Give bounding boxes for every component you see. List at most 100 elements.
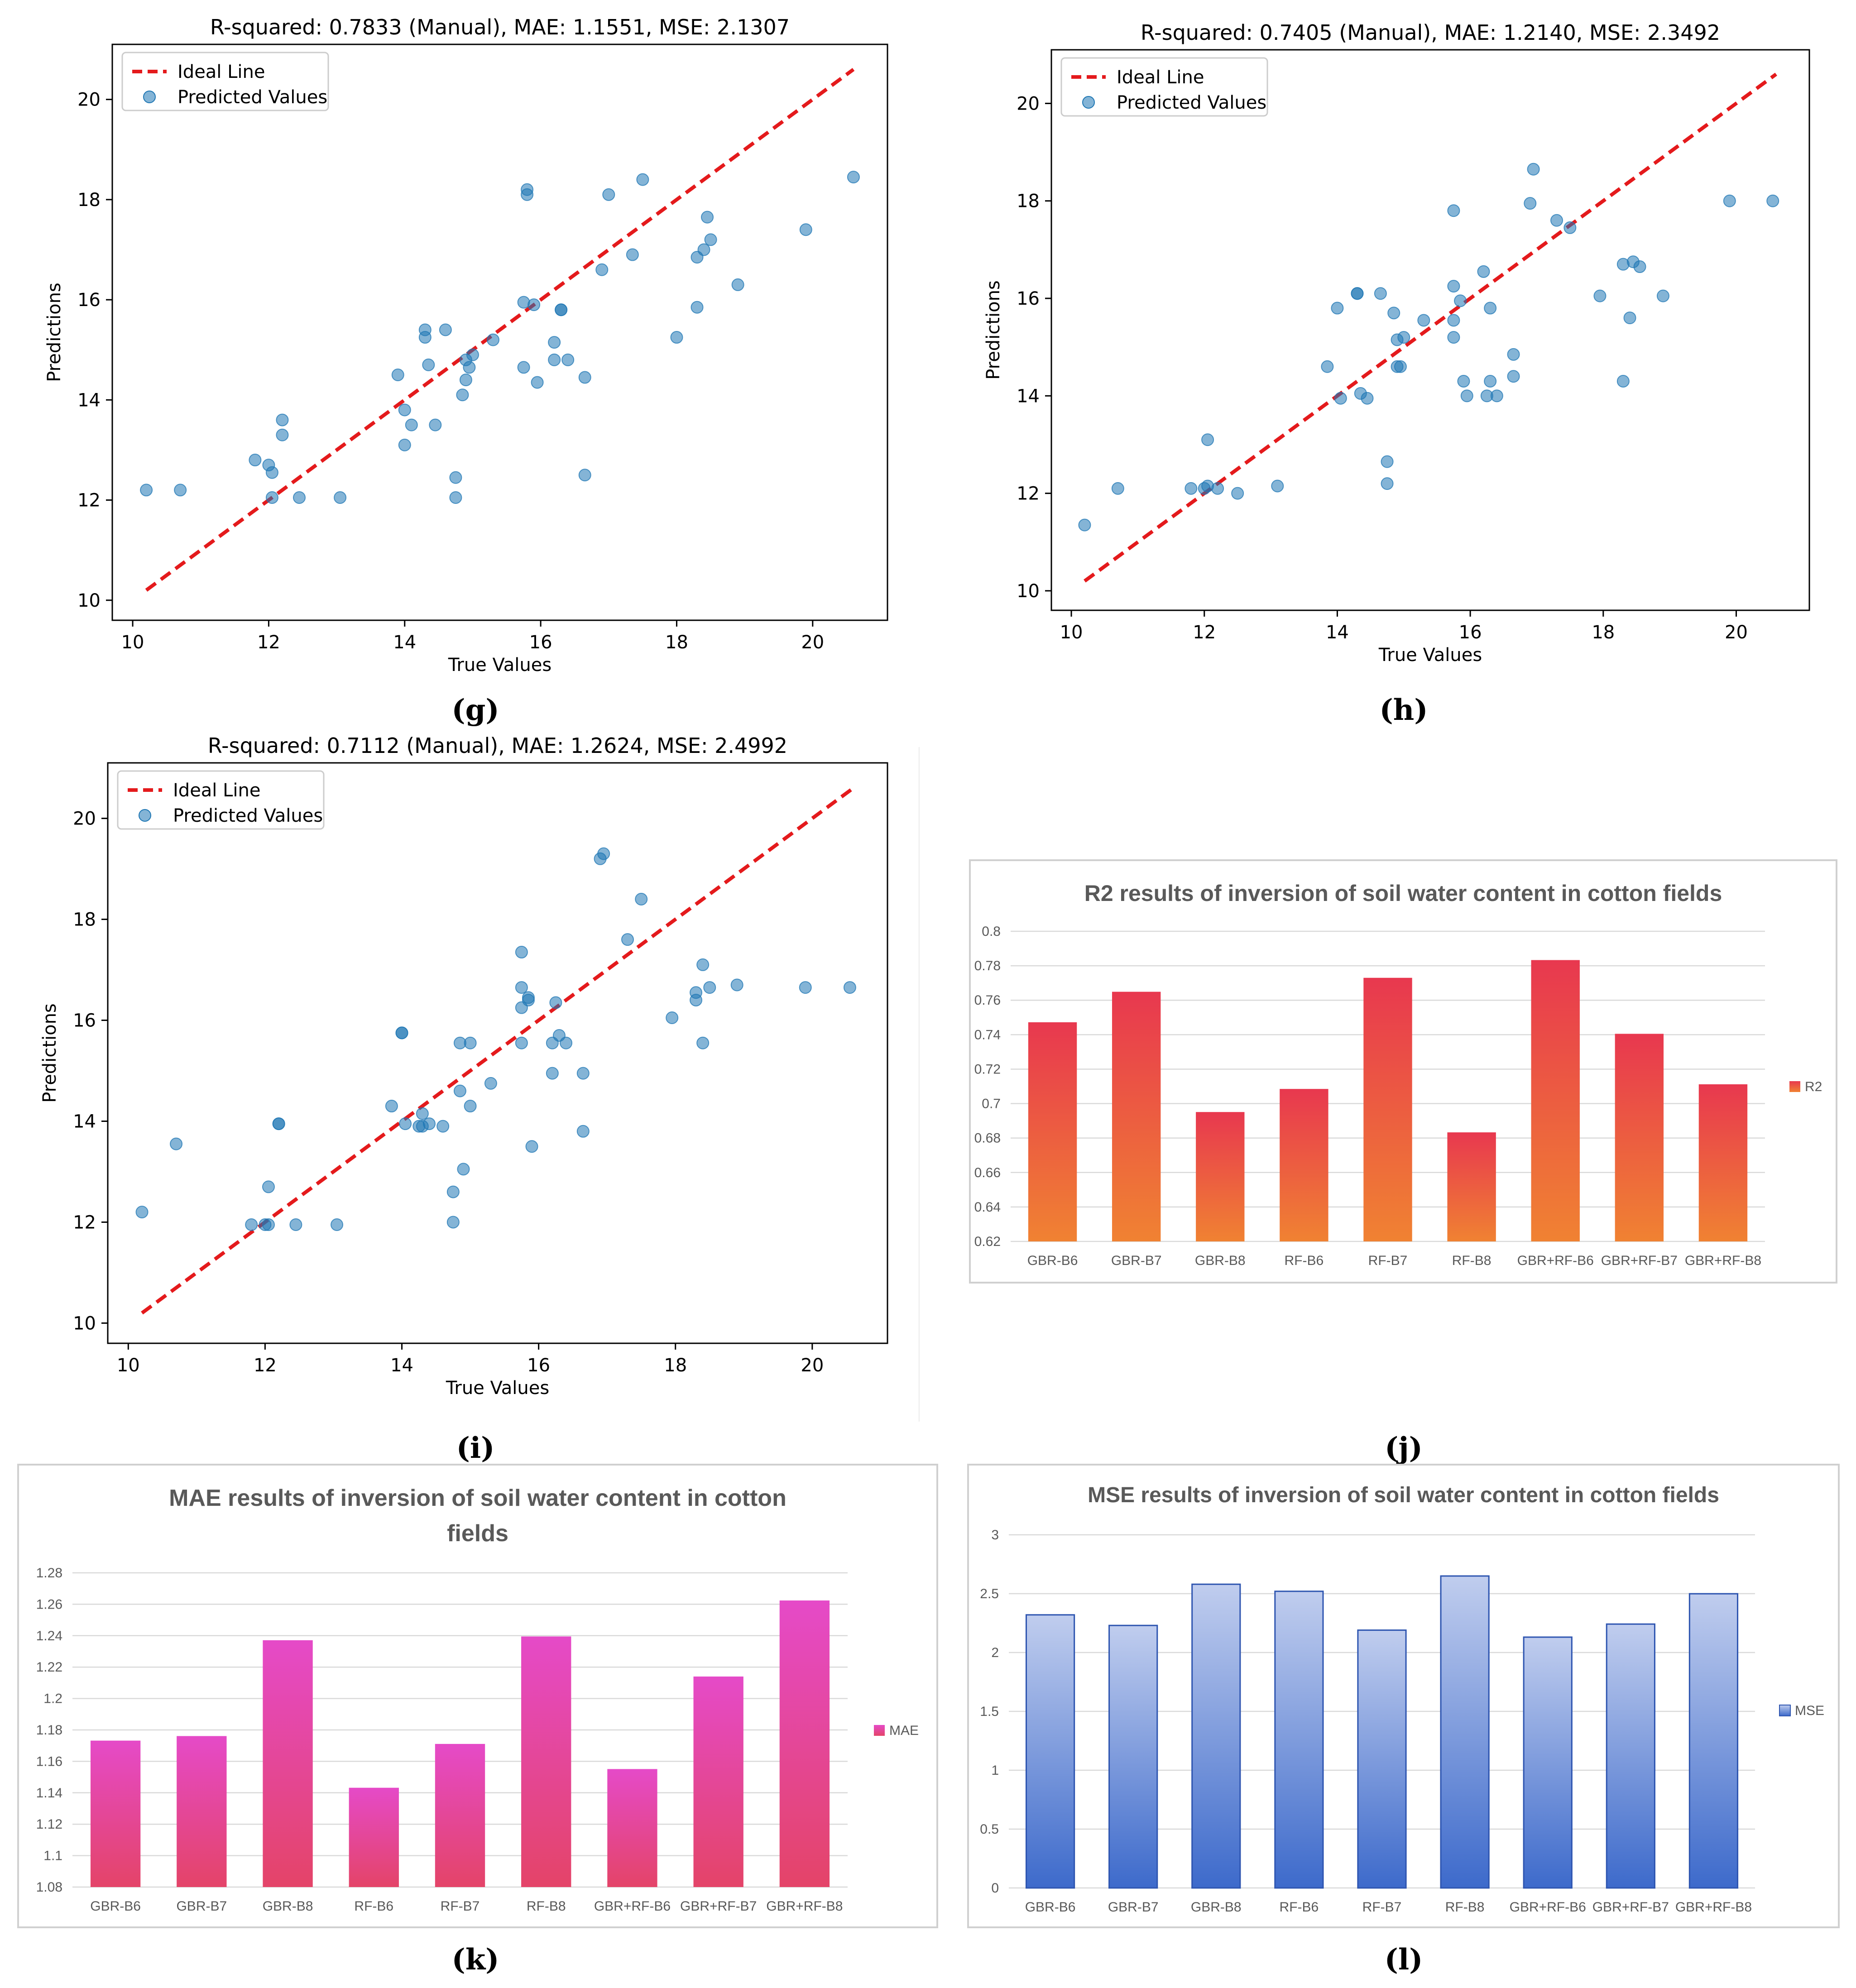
data-point bbox=[1374, 287, 1387, 300]
legend-predicted-label: Predicted Values bbox=[1117, 92, 1266, 113]
x-tick-label: 18 bbox=[665, 632, 688, 653]
x-category-label: GBR+RF-B6 bbox=[1517, 1253, 1594, 1268]
data-point bbox=[456, 388, 469, 402]
data-point bbox=[1490, 389, 1503, 402]
y-tick-label: 18 bbox=[1017, 191, 1040, 212]
bar-rf-b6 bbox=[1280, 1089, 1328, 1241]
data-point bbox=[1616, 375, 1630, 388]
y-tick-label: 0.5 bbox=[980, 1822, 999, 1837]
data-point bbox=[561, 353, 575, 366]
data-point bbox=[799, 981, 812, 994]
data-point bbox=[560, 1036, 573, 1049]
x-category-label: RF-B8 bbox=[1445, 1900, 1485, 1915]
y-tick-label: 2 bbox=[991, 1645, 999, 1660]
y-tick-label: 14 bbox=[73, 1111, 96, 1132]
data-point bbox=[1507, 348, 1520, 361]
x-tick-label: 14 bbox=[390, 1355, 413, 1376]
x-category-label: RF-B7 bbox=[441, 1899, 480, 1914]
data-point bbox=[704, 233, 717, 246]
y-tick-label: 1.1 bbox=[43, 1849, 62, 1863]
ideal-line bbox=[145, 68, 855, 592]
chart-title: MSE results of inversion of soil water c… bbox=[1088, 1483, 1719, 1507]
data-point bbox=[453, 1084, 466, 1097]
legend-ideal-line-label: Ideal Line bbox=[177, 62, 265, 82]
data-point bbox=[1447, 280, 1460, 293]
chart-title: R-squared: 0.7112 (Manual), MAE: 1.2624,… bbox=[208, 733, 787, 758]
y-tick-label: 1 bbox=[991, 1763, 999, 1778]
data-point bbox=[429, 418, 442, 431]
data-point bbox=[549, 996, 562, 1009]
y-tick-label: 1.5 bbox=[980, 1704, 999, 1719]
bar-chart-l: MSE results of inversion of soil water c… bbox=[967, 1464, 1840, 1977]
data-point bbox=[847, 171, 860, 184]
data-point bbox=[1331, 302, 1344, 315]
y-tick-label: 1.14 bbox=[36, 1786, 62, 1801]
data-point bbox=[731, 278, 744, 291]
data-point bbox=[521, 188, 534, 201]
data-point bbox=[515, 981, 528, 994]
data-point bbox=[1394, 360, 1407, 373]
x-category-label: GBR+RF-B7 bbox=[1592, 1900, 1669, 1915]
data-point bbox=[602, 188, 615, 201]
data-point bbox=[1623, 311, 1636, 325]
chart-title-line2: fields bbox=[447, 1520, 508, 1547]
bar-gbr-b7 bbox=[1108, 1624, 1158, 1889]
data-point bbox=[1447, 314, 1460, 327]
x-tick-label: 12 bbox=[257, 632, 280, 653]
data-point bbox=[1593, 289, 1607, 302]
x-category-label: GBR+RF-B8 bbox=[766, 1899, 843, 1914]
x-tick-label: 16 bbox=[1459, 622, 1482, 643]
data-point bbox=[174, 484, 187, 497]
x-category-label: GBR-B6 bbox=[90, 1899, 141, 1914]
data-point bbox=[1563, 221, 1577, 234]
data-point bbox=[517, 361, 530, 374]
bar-rf-b7 bbox=[1363, 977, 1412, 1241]
x-category-label: RF-B7 bbox=[1362, 1900, 1402, 1915]
chart-title: R2 results of inversion of soil water co… bbox=[1084, 881, 1722, 906]
y-tick-label: 12 bbox=[73, 1212, 96, 1233]
bar-rf-b8 bbox=[521, 1636, 571, 1887]
bar-gbr-b8 bbox=[1191, 1583, 1241, 1889]
data-point bbox=[436, 1120, 450, 1133]
legend-box bbox=[121, 52, 329, 111]
y-tick-label: 20 bbox=[77, 90, 101, 110]
y-tick-label: 0.62 bbox=[974, 1234, 1001, 1249]
y-tick-label: 1.18 bbox=[36, 1723, 62, 1738]
y-tick-label: 16 bbox=[73, 1011, 96, 1031]
bar-gbr-b7 bbox=[177, 1736, 227, 1887]
bar-gbr-plus-rf-b6 bbox=[1523, 1636, 1573, 1889]
legend-box bbox=[1060, 57, 1268, 117]
data-point bbox=[1185, 482, 1198, 495]
ideal-line bbox=[1084, 72, 1777, 583]
x-category-label: GBR-B7 bbox=[1108, 1900, 1159, 1915]
y-tick-label: 0.66 bbox=[974, 1165, 1001, 1180]
data-point bbox=[670, 331, 683, 344]
bar-gbr-b8 bbox=[1196, 1112, 1245, 1241]
y-tick-label: 16 bbox=[77, 290, 101, 311]
data-point bbox=[636, 173, 649, 186]
x-tick-label: 18 bbox=[1592, 622, 1615, 643]
data-point bbox=[331, 1218, 344, 1231]
data-point bbox=[843, 981, 856, 994]
scatter-chart-g: R-squared: 0.7833 (Manual), MAE: 1.1551,… bbox=[44, 15, 888, 727]
x-tick-label: 10 bbox=[117, 1355, 140, 1376]
y-tick-label: 2.5 bbox=[980, 1586, 999, 1601]
data-point bbox=[1507, 370, 1520, 383]
y-tick-label: 0.76 bbox=[974, 993, 1001, 1008]
data-point bbox=[1633, 260, 1646, 273]
x-category-label: GBR-B7 bbox=[176, 1899, 227, 1914]
data-point bbox=[522, 991, 535, 1004]
data-point bbox=[1381, 477, 1394, 490]
data-point bbox=[1454, 294, 1467, 307]
y-tick-label: 0.78 bbox=[974, 958, 1001, 973]
y-axis-label: Predictions bbox=[983, 280, 1004, 380]
x-tick-label: 20 bbox=[801, 632, 824, 653]
legend-label: R2 bbox=[1805, 1079, 1822, 1094]
bar-gbr-b7 bbox=[1112, 992, 1161, 1241]
chart-title-line1: MAE results of inversion of soil water c… bbox=[169, 1485, 787, 1511]
data-point bbox=[1484, 302, 1497, 315]
data-point bbox=[446, 1216, 460, 1229]
x-category-label: GBR+RF-B6 bbox=[594, 1899, 671, 1914]
data-point bbox=[418, 331, 432, 344]
data-point bbox=[289, 1218, 302, 1231]
